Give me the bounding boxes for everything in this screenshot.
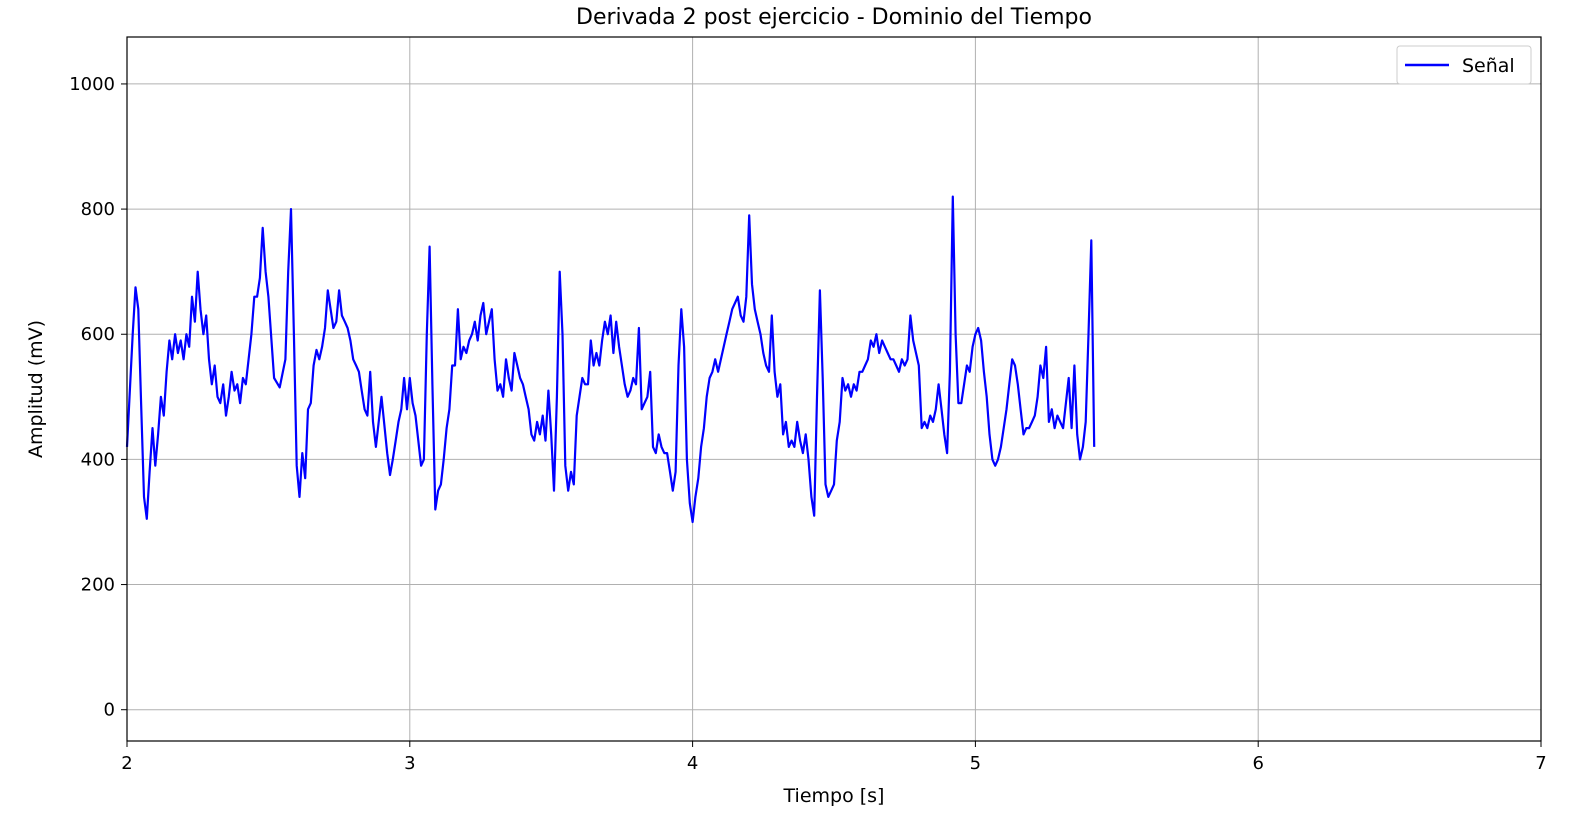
x-axis-ticks: 2 3 4 5 6 7 — [121, 741, 1546, 774]
series-line-Señal — [127, 197, 1094, 522]
x-axis-label: Tiempo [s] — [783, 785, 885, 807]
x-tick-label: 3 — [404, 753, 415, 774]
chart-title: Derivada 2 post ejercicio - Dominio del … — [576, 5, 1092, 30]
y-tick-label: 0 — [104, 700, 115, 721]
y-axis-label: Amplitud (mV) — [25, 320, 47, 458]
axes-frame — [127, 37, 1541, 741]
y-tick-label: 400 — [81, 449, 115, 470]
legend: Señal — [1397, 46, 1531, 84]
grid-lines — [127, 37, 1541, 741]
plot-area — [127, 197, 1094, 522]
x-tick-label: 5 — [970, 753, 981, 774]
x-tick-label: 7 — [1535, 753, 1546, 774]
x-tick-label: 2 — [121, 753, 132, 774]
x-tick-label: 6 — [1252, 753, 1263, 774]
y-tick-label: 200 — [81, 575, 115, 596]
y-axis-ticks: 0 200 400 600 800 1000 — [69, 74, 127, 721]
x-tick-label: 4 — [687, 753, 698, 774]
y-tick-label: 1000 — [69, 74, 115, 95]
y-tick-label: 800 — [81, 199, 115, 220]
legend-label: Señal — [1462, 55, 1515, 77]
y-tick-label: 600 — [81, 324, 115, 345]
